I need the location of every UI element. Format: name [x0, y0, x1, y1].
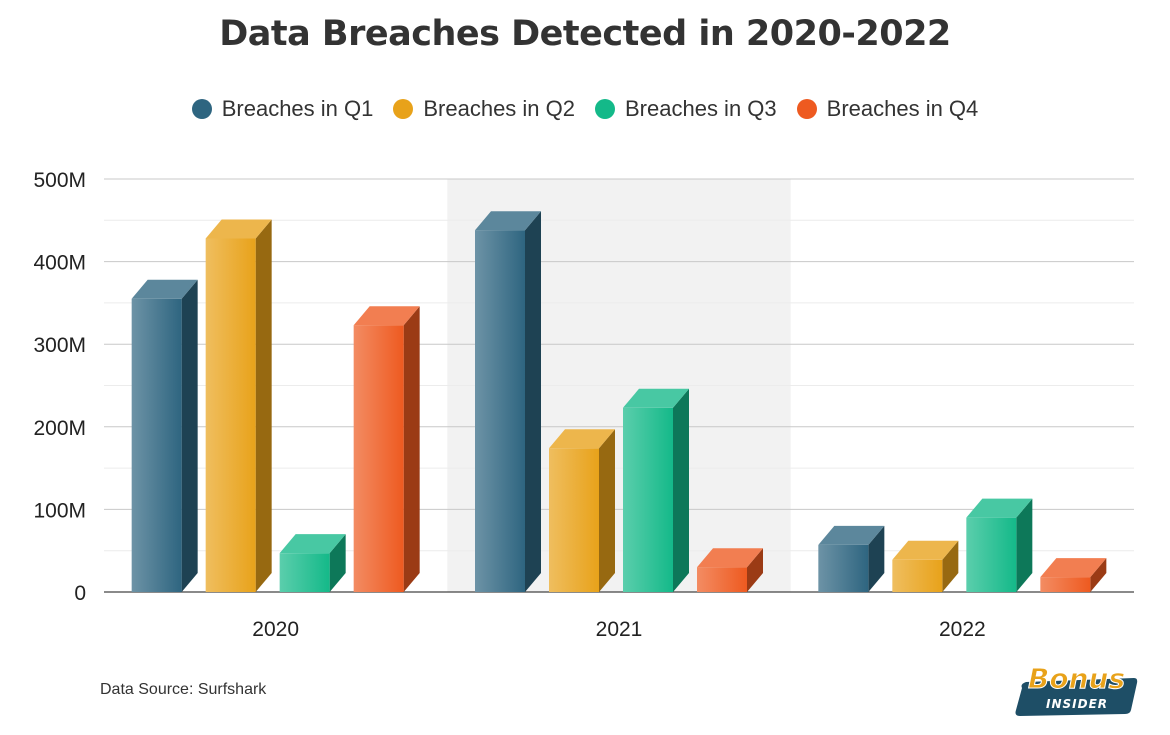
y-tick-label: 400M: [33, 252, 86, 275]
legend-label-q1: Breaches in Q1: [221, 96, 374, 121]
chart-title: Data Breaches Detected in 2020-2022: [219, 14, 951, 54]
x-tick-label-2020: 2020: [252, 618, 299, 641]
legend-label-q3: Breaches in Q3: [625, 96, 777, 121]
y-tick-label: 500M: [33, 169, 86, 192]
bar-2022-q3: [966, 498, 1033, 592]
bar-2020-q1: [131, 279, 198, 592]
data-source-note: Data Source: Surfshark: [100, 681, 267, 698]
bar-2021-q1: [475, 211, 541, 592]
bar-2022-q1: [818, 525, 885, 592]
bonus-insider-logo: Bonus INSIDER: [1015, 662, 1138, 716]
legend-item-q3: Breaches in Q3: [595, 96, 777, 122]
legend-swatch-q4: [796, 99, 817, 119]
y-tick-label: 0: [74, 582, 86, 605]
bar-2022-q2: [892, 540, 959, 592]
logo-text-insider: INSIDER: [1046, 697, 1108, 711]
y-tick-label: 100M: [33, 499, 86, 522]
x-tick-label-2022: 2022: [939, 618, 986, 641]
legend-swatch-q3: [595, 99, 615, 119]
bar-2020-q4: [353, 306, 420, 592]
legend-item-q1: Breaches in Q1: [191, 96, 374, 122]
bar-2022-q4: [1040, 558, 1107, 592]
legend-item-q4: Breaches in Q4: [796, 96, 979, 122]
legend-swatch-q2: [393, 99, 414, 119]
y-tick-label: 300M: [33, 334, 86, 357]
y-tick-label: 200M: [33, 417, 86, 440]
bar-2020-q3: [279, 534, 346, 592]
bar-2021-q2: [549, 429, 615, 592]
legend: Breaches in Q1 Breaches in Q2 Breaches i…: [0, 96, 1170, 122]
logo-text-bonus: Bonus: [1028, 662, 1125, 695]
bar-2021-q4: [697, 548, 763, 592]
bar-2021-q3: [623, 388, 689, 592]
legend-label-q4: Breaches in Q4: [826, 96, 979, 121]
x-tick-label-2021: 2021: [596, 618, 643, 641]
bar-2020-q2: [205, 219, 272, 593]
legend-label-q2: Breaches in Q2: [423, 96, 575, 121]
legend-swatch-q1: [191, 99, 212, 119]
legend-item-q2: Breaches in Q2: [393, 96, 575, 122]
